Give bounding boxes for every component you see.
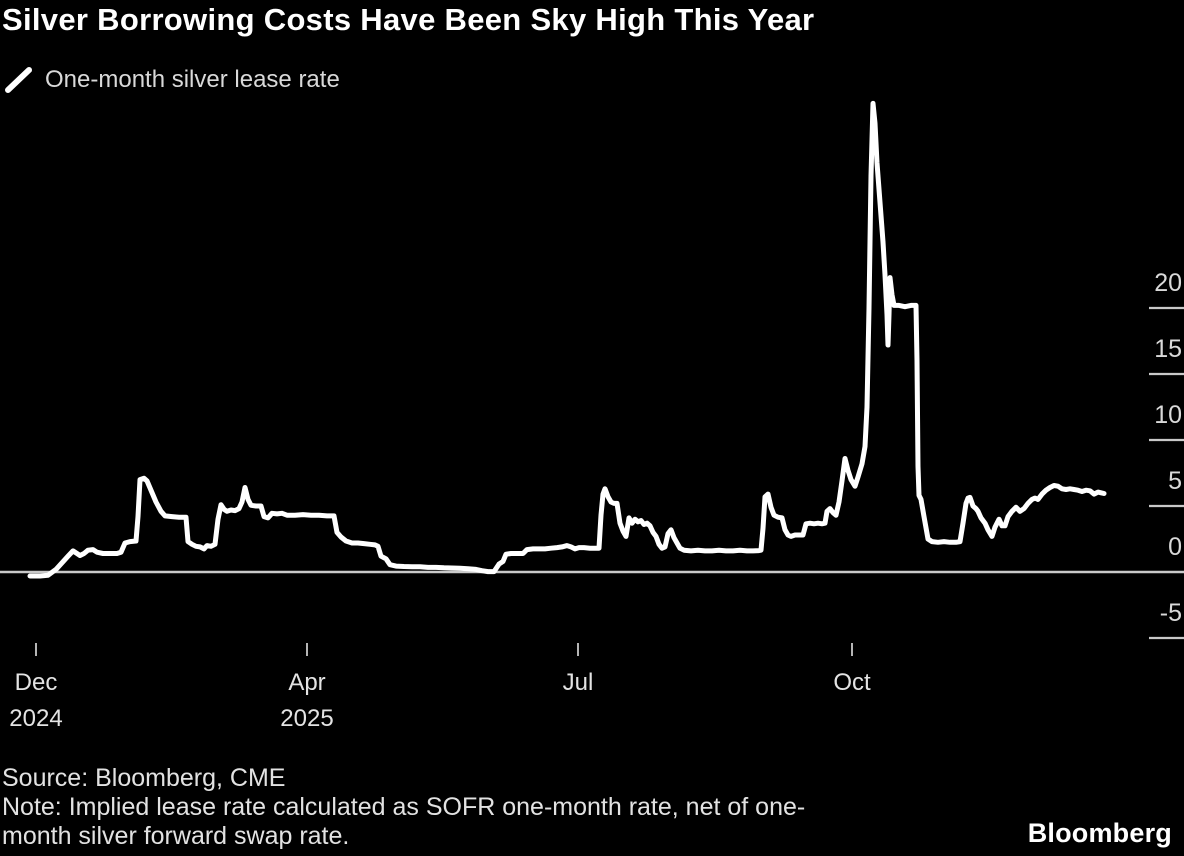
note-text-line2: month silver forward swap rate. bbox=[2, 822, 350, 850]
footer: Source: Bloomberg, CME Note: Implied lea… bbox=[2, 764, 805, 851]
y-axis-label: 5 bbox=[1168, 467, 1182, 495]
x-axis-month-label: Dec bbox=[15, 669, 58, 696]
chart-title: Silver Borrowing Costs Have Been Sky Hig… bbox=[2, 2, 815, 37]
slash-icon bbox=[4, 66, 34, 94]
y-axis-label: 15 bbox=[1154, 335, 1182, 363]
source-text: Source: Bloomberg, CME bbox=[2, 764, 286, 792]
legend-label: One-month silver lease rate bbox=[45, 66, 340, 93]
y-axis-label: 10 bbox=[1154, 401, 1182, 429]
y-axis-label: -5 bbox=[1160, 599, 1182, 627]
x-axis-month-label: Apr bbox=[288, 669, 325, 696]
y-axis-label: 0 bbox=[1168, 533, 1182, 561]
legend: One-month silver lease rate bbox=[4, 66, 340, 94]
note-text-line1: Note: Implied lease rate calculated as S… bbox=[2, 793, 806, 821]
x-axis-month-label: Jul bbox=[563, 669, 594, 696]
bloomberg-logo: Bloomberg bbox=[1027, 818, 1172, 848]
x-axis-year-label: 2025 bbox=[280, 705, 333, 732]
y-axis-label: 20 bbox=[1154, 269, 1182, 297]
x-axis-month-label: Oct bbox=[833, 669, 871, 696]
lease-rate-line bbox=[27, 100, 1107, 579]
x-axis-year-label: 2024 bbox=[9, 705, 62, 732]
